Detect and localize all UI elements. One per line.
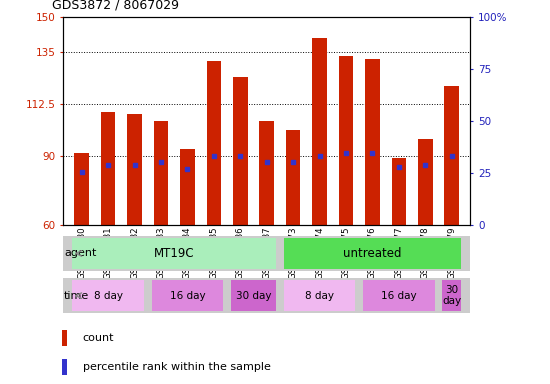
Text: agent: agent xyxy=(64,248,96,258)
Text: 8 day: 8 day xyxy=(305,291,334,301)
Bar xyxy=(312,38,327,225)
Text: percentile rank within the sample: percentile rank within the sample xyxy=(83,362,271,372)
Bar xyxy=(231,280,276,311)
Bar xyxy=(284,280,355,311)
Bar xyxy=(418,139,433,225)
Bar xyxy=(128,114,142,225)
Text: 30 day: 30 day xyxy=(236,291,271,301)
Text: 16 day: 16 day xyxy=(381,291,417,301)
Bar xyxy=(363,280,434,311)
Bar xyxy=(73,280,144,311)
Text: 30
day: 30 day xyxy=(442,285,461,306)
Bar xyxy=(284,238,461,269)
Text: count: count xyxy=(83,333,114,343)
Text: time: time xyxy=(64,291,89,301)
Text: MT19C: MT19C xyxy=(154,247,195,260)
Bar xyxy=(101,112,115,225)
Bar xyxy=(442,280,461,311)
Bar xyxy=(62,359,67,375)
Text: GDS3872 / 8067029: GDS3872 / 8067029 xyxy=(52,0,179,12)
Bar xyxy=(339,56,353,225)
Bar xyxy=(260,121,274,225)
Bar xyxy=(154,121,168,225)
Bar xyxy=(74,153,89,225)
Bar xyxy=(286,130,300,225)
Bar xyxy=(152,280,223,311)
Bar xyxy=(444,86,459,225)
Bar xyxy=(180,149,195,225)
Bar xyxy=(207,61,221,225)
Bar xyxy=(233,77,248,225)
Text: 8 day: 8 day xyxy=(94,291,123,301)
Bar xyxy=(62,330,67,346)
Bar xyxy=(392,158,406,225)
Bar xyxy=(365,59,380,225)
Text: untreated: untreated xyxy=(343,247,402,260)
Text: 16 day: 16 day xyxy=(169,291,205,301)
Bar xyxy=(73,238,276,269)
